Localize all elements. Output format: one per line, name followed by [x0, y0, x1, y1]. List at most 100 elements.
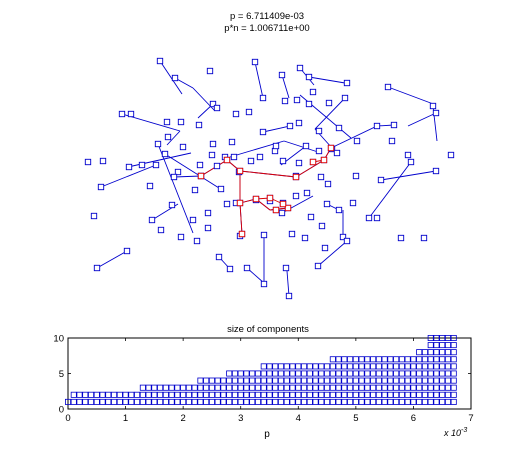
network-highlight-node	[309, 158, 317, 166]
network-highlight-edge	[239, 202, 243, 235]
component-marker	[404, 391, 411, 398]
component-marker	[289, 370, 296, 377]
y-axis-ticks: 0 5 10	[53, 334, 471, 416]
component-marker	[99, 398, 106, 405]
component-marker	[421, 391, 428, 398]
component-marker	[375, 384, 382, 391]
network-highlight-node	[292, 173, 300, 181]
network-highlight-node	[272, 206, 280, 214]
component-marker	[352, 370, 359, 377]
network-node	[341, 94, 349, 102]
component-marker	[427, 398, 434, 405]
component-marker	[387, 370, 394, 377]
y-tick-label: 0	[59, 405, 64, 416]
component-marker	[272, 384, 279, 391]
component-marker	[174, 391, 181, 398]
network-node	[318, 222, 326, 230]
network-edge	[157, 143, 194, 234]
component-marker	[450, 334, 457, 341]
network-node	[324, 180, 332, 188]
components-title: size of components	[227, 324, 309, 335]
network-node	[118, 110, 126, 118]
component-marker	[301, 398, 308, 405]
component-marker	[404, 384, 411, 391]
network-node	[429, 102, 437, 110]
component-marker	[375, 398, 382, 405]
component-marker	[381, 391, 388, 398]
component-marker	[398, 391, 405, 398]
component-marker	[427, 356, 434, 363]
component-marker	[347, 363, 354, 370]
component-marker	[439, 384, 446, 391]
component-marker	[341, 363, 348, 370]
network-edges	[96, 60, 438, 297]
component-marker	[439, 377, 446, 384]
network-node	[138, 161, 146, 169]
network-highlight-node	[236, 199, 244, 207]
component-marker	[272, 398, 279, 405]
network-node	[321, 244, 329, 252]
component-marker	[375, 377, 382, 384]
network-node	[404, 151, 412, 159]
component-marker	[289, 391, 296, 398]
component-marker	[421, 356, 428, 363]
x-axis-label: p	[264, 429, 270, 440]
component-marker	[444, 377, 451, 384]
network-node	[272, 142, 280, 150]
component-marker	[352, 356, 359, 363]
component-marker	[243, 384, 250, 391]
component-marker	[70, 391, 77, 398]
component-marker	[295, 377, 302, 384]
x-tick-label: 7	[468, 413, 473, 424]
network-edge	[166, 130, 181, 146]
component-marker	[111, 391, 118, 398]
network-node	[285, 292, 293, 300]
component-marker	[352, 384, 359, 391]
network-node	[191, 186, 199, 194]
network-node	[204, 224, 212, 232]
component-marker	[439, 391, 446, 398]
network-highlight-node	[238, 230, 246, 238]
component-marker	[370, 384, 377, 391]
component-marker	[329, 377, 336, 384]
component-marker	[393, 363, 400, 370]
component-marker	[214, 384, 221, 391]
network-node	[154, 140, 162, 148]
component-marker	[283, 377, 290, 384]
component-marker	[278, 370, 285, 377]
component-marker	[208, 398, 215, 405]
component-marker	[381, 384, 388, 391]
network-node	[365, 214, 373, 222]
component-marker	[168, 384, 175, 391]
component-marker	[203, 384, 210, 391]
component-marker	[393, 391, 400, 398]
component-marker	[370, 391, 377, 398]
component-marker	[381, 356, 388, 363]
component-marker	[82, 391, 89, 398]
network-node	[279, 157, 287, 165]
component-marker	[335, 363, 342, 370]
network-node	[305, 73, 313, 81]
network-edge	[368, 161, 412, 219]
component-marker	[381, 377, 388, 384]
network-node	[163, 118, 171, 126]
network-node	[97, 183, 105, 191]
component-marker	[324, 377, 331, 384]
component-marker	[444, 342, 451, 349]
x-tick-label: 3	[238, 413, 243, 424]
network-node	[243, 264, 251, 272]
component-marker	[427, 391, 434, 398]
component-marker	[324, 384, 331, 391]
component-marker	[191, 391, 198, 398]
component-marker	[358, 363, 365, 370]
component-marker	[111, 398, 118, 405]
network-edge	[286, 270, 290, 297]
component-marker	[381, 398, 388, 405]
component-marker	[295, 384, 302, 391]
component-marker	[375, 391, 382, 398]
component-marker	[364, 398, 371, 405]
network-highlight-node	[320, 156, 328, 164]
component-marker	[416, 370, 423, 377]
component-marker	[278, 384, 285, 391]
network-node	[335, 206, 343, 214]
